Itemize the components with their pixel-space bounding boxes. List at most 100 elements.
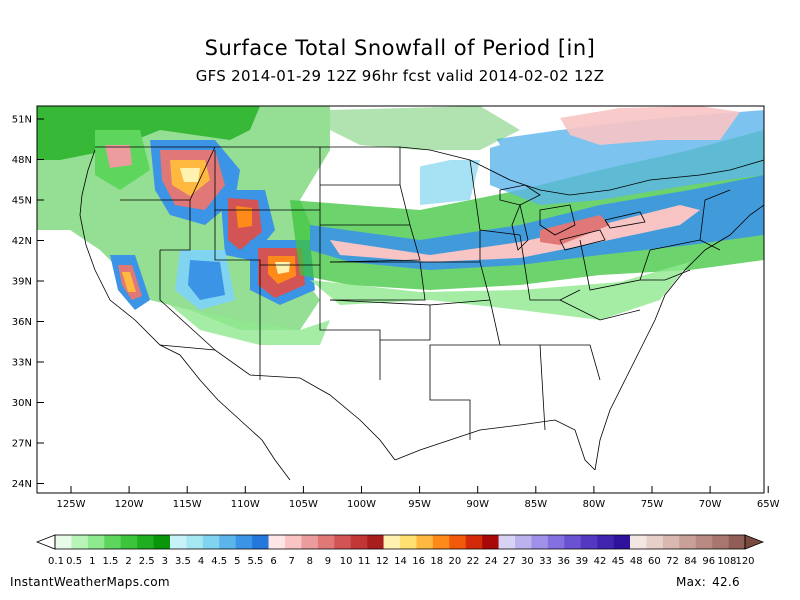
- lat-label: 45N: [12, 196, 32, 207]
- colorbar-swatch: [137, 535, 154, 549]
- lat-label: 48N: [12, 155, 32, 166]
- colorbar-swatch: [317, 535, 335, 549]
- colorbar-label: 30: [521, 556, 534, 567]
- colorbar-high-arrow: [744, 534, 765, 550]
- colorbar-swatch: [416, 535, 434, 549]
- colorbar-label: 36: [557, 556, 570, 567]
- max-value: 42.6: [712, 575, 740, 589]
- colorbar-label: 4: [198, 556, 204, 567]
- lat-label: 36N: [12, 317, 32, 328]
- colorbar-swatch: [580, 535, 598, 549]
- colorbar-swatch: [662, 535, 680, 549]
- lon-label: 105W: [289, 499, 318, 510]
- colorbar: 0.1 0.5 1 1.5 2 2.5 3 3.5 4 4.5 5 5.5 6 7 8 9 10 11 12 14 16…: [35, 534, 765, 567]
- latitude-axis: 51N 48N 45N 42N 39N 36N 33N 30N 27N 24N: [12, 115, 44, 490]
- lon-label: 125W: [57, 499, 86, 510]
- colorbar-label: 3: [162, 556, 168, 567]
- colorbar-label: 5.5: [247, 556, 263, 567]
- colorbar-swatch: [646, 535, 664, 549]
- lat-label: 27N: [12, 439, 32, 450]
- lat-label: 42N: [12, 236, 32, 247]
- lon-label: 85W: [524, 499, 547, 510]
- colorbar-label: 84: [684, 556, 697, 567]
- lon-label: 110W: [231, 499, 260, 510]
- lon-label: 90W: [466, 499, 489, 510]
- colorbar-label: 60: [648, 556, 661, 567]
- colorbar-label: 10: [340, 556, 353, 567]
- colorbar-swatch: [350, 535, 368, 549]
- colorbar-label: 9: [325, 556, 331, 567]
- colorbar-label: 42: [594, 556, 607, 567]
- colorbar-swatch: [383, 535, 401, 549]
- colorbar-label: 1: [89, 556, 95, 567]
- colorbar-label: 96: [702, 556, 715, 567]
- colorbar-swatch: [186, 535, 204, 549]
- colorbar-swatch: [564, 535, 582, 549]
- colorbar-label: 45: [612, 556, 625, 567]
- colorbar-swatch: [482, 535, 499, 549]
- snowfall-shading: [37, 106, 764, 345]
- colorbar-label: 20: [449, 556, 462, 567]
- colorbar-outline: [54, 534, 746, 550]
- colorbar-label: 8: [307, 556, 313, 567]
- colorbar-label: 0.1: [48, 556, 64, 567]
- colorbar-label: 72: [666, 556, 679, 567]
- colorbar-label: 12: [376, 556, 389, 567]
- colorbar-swatch: [498, 535, 516, 549]
- colorbar-swatch: [202, 535, 220, 549]
- colorbar-label: 48: [630, 556, 643, 567]
- lon-label: 80W: [583, 499, 606, 510]
- map-frame: [36, 105, 765, 494]
- site-credit: InstantWeatherMaps.com: [10, 575, 170, 589]
- colorbar-label: 14: [394, 556, 407, 567]
- colorbar-swatch: [597, 535, 614, 549]
- lat-label: 33N: [12, 358, 32, 369]
- colorbar-low-arrow: [35, 534, 56, 550]
- colorbar-swatch: [465, 535, 483, 549]
- lon-label: 100W: [347, 499, 376, 510]
- colorbar-label: 0.5: [66, 556, 82, 567]
- map-outlines: [79, 146, 764, 481]
- lat-label: 39N: [12, 277, 32, 288]
- colorbar-swatch: [547, 535, 565, 549]
- colorbar-swatch: [679, 535, 697, 549]
- lon-label: 95W: [408, 499, 431, 510]
- longitude-axis: 125W 120W 115W 110W 105W 100W 95W 90W 85W 80W 75W 7…: [57, 486, 780, 510]
- colorbar-swatch: [728, 535, 746, 549]
- max-readout: Max: 42.6: [670, 575, 740, 589]
- colorbar-label: 2: [125, 556, 131, 567]
- colorbar-swatch: [170, 535, 187, 549]
- colorbar-swatch: [71, 535, 89, 549]
- colorbar-swatch: [285, 535, 302, 549]
- colorbar-swatch: [334, 535, 352, 549]
- colorbar-label: 33: [539, 556, 552, 567]
- colorbar-swatch: [613, 535, 631, 549]
- colorbar-swatch: [630, 535, 647, 549]
- lat-label: 24N: [12, 479, 32, 490]
- lon-label: 115W: [173, 499, 202, 510]
- colorbar-swatch: [301, 535, 319, 549]
- max-label: Max:: [676, 575, 707, 589]
- colorbar-label: 24: [485, 556, 498, 567]
- lon-label: 120W: [115, 499, 144, 510]
- colorbar-label: 120: [735, 556, 754, 567]
- colorbar-label: 108: [717, 556, 736, 567]
- colorbar-label: 11: [358, 556, 371, 567]
- colorbar-swatch: [712, 535, 729, 549]
- colorbar-swatch: [515, 535, 532, 549]
- colorbar-label: 1.5: [102, 556, 118, 567]
- colorbar-swatch: [400, 535, 417, 549]
- colorbar-label: 22: [467, 556, 480, 567]
- colorbar-label: 39: [575, 556, 588, 567]
- colorbar-label: 16: [412, 556, 425, 567]
- colorbar-swatch: [268, 535, 286, 549]
- lon-label: 65W: [757, 499, 780, 510]
- colorbar-label: 18: [430, 556, 443, 567]
- colorbar-swatch: [531, 535, 549, 549]
- colorbar-swatch: [367, 535, 384, 549]
- colorbar-label: 2.5: [139, 556, 155, 567]
- colorbar-label: 5: [234, 556, 240, 567]
- lat-label: 51N: [12, 115, 32, 126]
- colorbar-swatch: [104, 535, 122, 549]
